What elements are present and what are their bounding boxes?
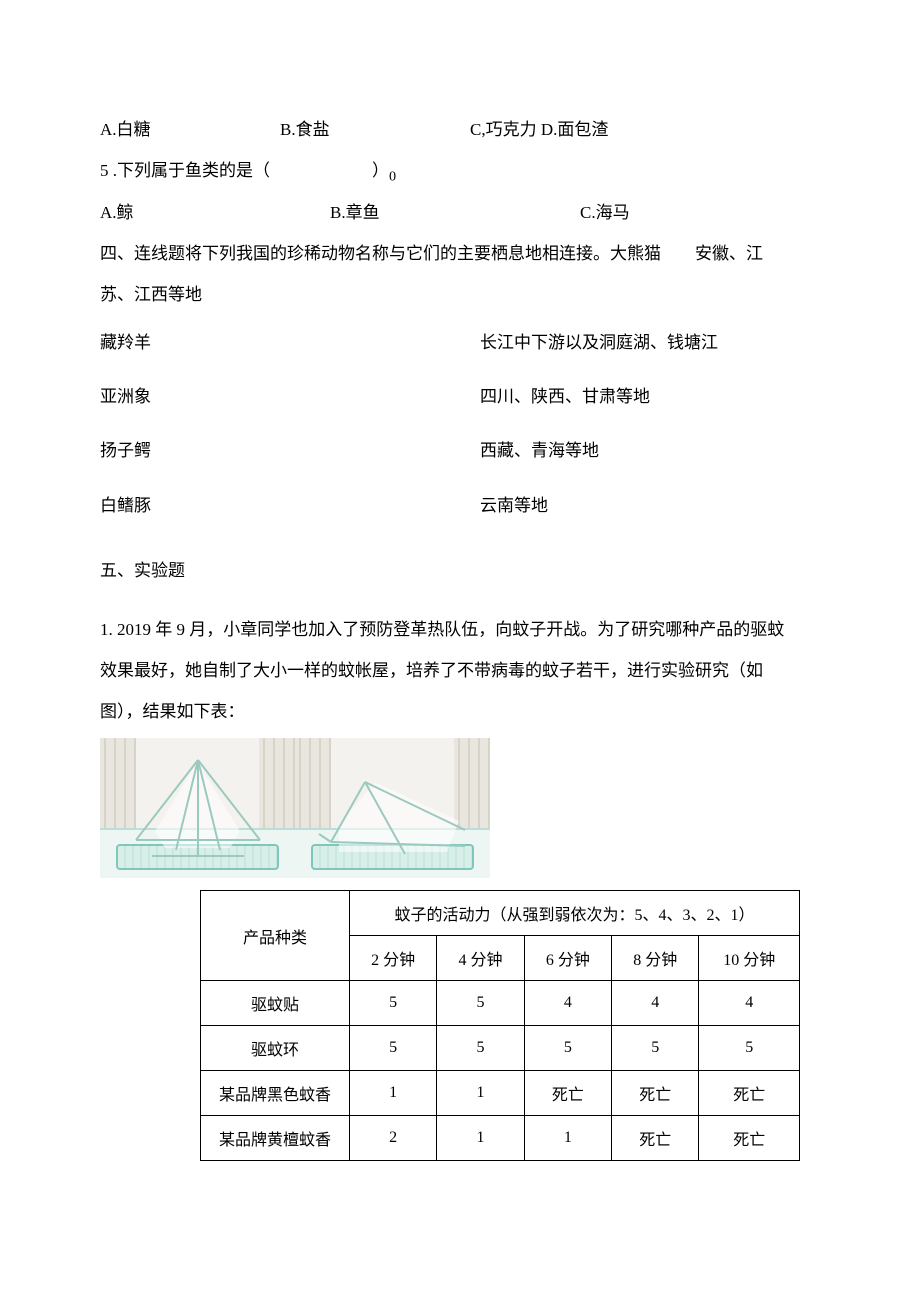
match-right: 西藏、青海等地 — [480, 424, 820, 478]
cell: 5 — [437, 981, 524, 1026]
q4-opt-a: A.白糖 — [100, 110, 280, 151]
expt-p2: 效果最好，她自制了大小一样的蚊帐屋，培养了不带病毒的蚊子若干，进行实验研究（如 — [100, 651, 820, 692]
net-wire-icon — [295, 738, 490, 878]
q4-options: A.白糖 B.食盐 C,巧克力 D.面包渣 — [100, 110, 820, 151]
sec4-intro-1: 四、连线题将下列我国的珍稀动物名称与它们的主要栖息地相连接。大熊猫 安徽、江 — [100, 234, 820, 275]
q4-opt-cd: C,巧克力 D.面包渣 — [470, 110, 820, 151]
col-header-time: 6 分钟 — [524, 936, 611, 981]
table-row: 驱蚊贴 5 5 4 4 4 — [201, 981, 800, 1026]
cell: 死亡 — [612, 1116, 699, 1161]
results-table: 产品种类 蚊子的活动力（从强到弱依次为：5、4、3、2、1） 2 分钟 4 分钟… — [200, 890, 800, 1161]
figure-net-open — [100, 738, 295, 878]
col-header-time: 4 分钟 — [437, 936, 524, 981]
cell: 死亡 — [524, 1071, 611, 1116]
col-header-activity: 蚊子的活动力（从强到弱依次为：5、4、3、2、1） — [350, 891, 800, 936]
match-row: 藏羚羊 长江中下游以及洞庭湖、钱塘江 — [100, 316, 820, 370]
cell: 1 — [437, 1116, 524, 1161]
cell: 5 — [612, 1026, 699, 1071]
match-left: 亚洲象 — [100, 370, 480, 424]
cell: 5 — [524, 1026, 611, 1071]
col-header-product: 产品种类 — [201, 891, 350, 981]
q5-opt-b: B.章鱼 — [330, 193, 580, 234]
cell: 4 — [699, 981, 800, 1026]
cell: 5 — [437, 1026, 524, 1071]
match-row: 扬子鳄 西藏、青海等地 — [100, 424, 820, 478]
cell: 5 — [699, 1026, 800, 1071]
expt-p1: 1. 2019 年 9 月，小章同学也加入了预防登革热队伍，向蚊子开战。为了研究… — [100, 610, 820, 651]
cell: 1 — [524, 1116, 611, 1161]
row-name: 驱蚊环 — [201, 1026, 350, 1071]
row-name: 某品牌黄檀蚊香 — [201, 1116, 350, 1161]
col-header-time: 8 分钟 — [612, 936, 699, 981]
col-header-time: 10 分钟 — [699, 936, 800, 981]
cell: 死亡 — [699, 1071, 800, 1116]
row-name: 驱蚊贴 — [201, 981, 350, 1026]
q4-opt-b: B.食盐 — [280, 110, 470, 151]
cell: 2 — [350, 1116, 437, 1161]
cell: 4 — [612, 981, 699, 1026]
q5-stem-row: 5 .下列属于鱼类的是（ ）0 — [100, 151, 820, 193]
match-row: 白鳍豚 云南等地 — [100, 479, 820, 533]
q5-options: A.鲸 B.章鱼 C.海马 — [100, 193, 820, 234]
cell: 1 — [350, 1071, 437, 1116]
q5-stem: 5 .下列属于鱼类的是（ ） — [100, 161, 389, 180]
figure-row — [100, 738, 820, 878]
cell: 5 — [350, 981, 437, 1026]
match-left: 白鳍豚 — [100, 479, 480, 533]
match-row: 亚洲象 四川、陕西、甘肃等地 — [100, 370, 820, 424]
cell: 死亡 — [612, 1071, 699, 1116]
match-right: 云南等地 — [480, 479, 820, 533]
net-wire-icon — [100, 738, 295, 878]
q5-opt-a: A.鲸 — [100, 193, 330, 234]
cell: 1 — [437, 1071, 524, 1116]
match-left: 藏羚羊 — [100, 316, 480, 370]
sec5-title: 五、实验题 — [100, 551, 820, 592]
col-header-time: 2 分钟 — [350, 936, 437, 981]
q5-sub: 0 — [389, 168, 396, 184]
table-row: 某品牌黑色蚊香 1 1 死亡 死亡 死亡 — [201, 1071, 800, 1116]
q5-opt-c: C.海马 — [580, 193, 820, 234]
table-row: 驱蚊环 5 5 5 5 5 — [201, 1026, 800, 1071]
cell: 5 — [350, 1026, 437, 1071]
row-name: 某品牌黑色蚊香 — [201, 1071, 350, 1116]
sec4-intro-2: 苏、江西等地 — [100, 275, 820, 316]
cell: 4 — [524, 981, 611, 1026]
figure-net-folding — [295, 738, 490, 878]
expt-p3: 图），结果如下表： — [100, 692, 820, 733]
match-right: 四川、陕西、甘肃等地 — [480, 370, 820, 424]
table-row: 某品牌黄檀蚊香 2 1 1 死亡 死亡 — [201, 1116, 800, 1161]
table-row: 产品种类 蚊子的活动力（从强到弱依次为：5、4、3、2、1） — [201, 891, 800, 936]
match-left: 扬子鳄 — [100, 424, 480, 478]
cell: 死亡 — [699, 1116, 800, 1161]
match-right: 长江中下游以及洞庭湖、钱塘江 — [480, 316, 820, 370]
